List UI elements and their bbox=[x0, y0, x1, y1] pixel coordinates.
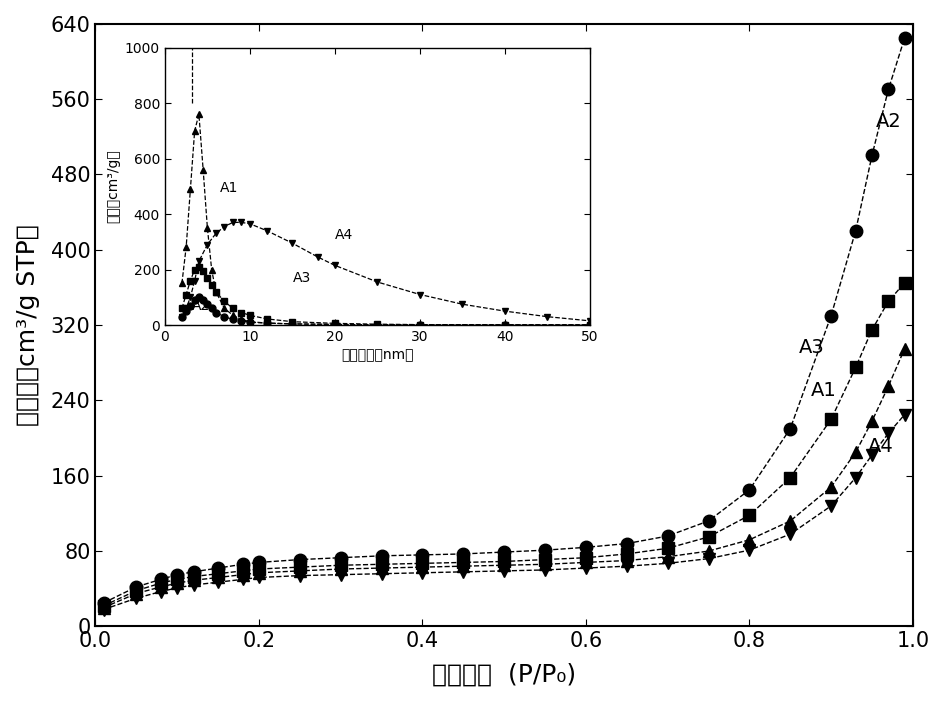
Text: A1: A1 bbox=[810, 380, 835, 399]
X-axis label: 相对压力  (P/P₀): 相对压力 (P/P₀) bbox=[431, 663, 576, 687]
Text: A3: A3 bbox=[798, 338, 823, 357]
Text: A4: A4 bbox=[867, 437, 893, 456]
Y-axis label: 吸附量（cm³/g STP）: 吸附量（cm³/g STP） bbox=[15, 224, 40, 426]
Text: A2: A2 bbox=[875, 112, 901, 131]
